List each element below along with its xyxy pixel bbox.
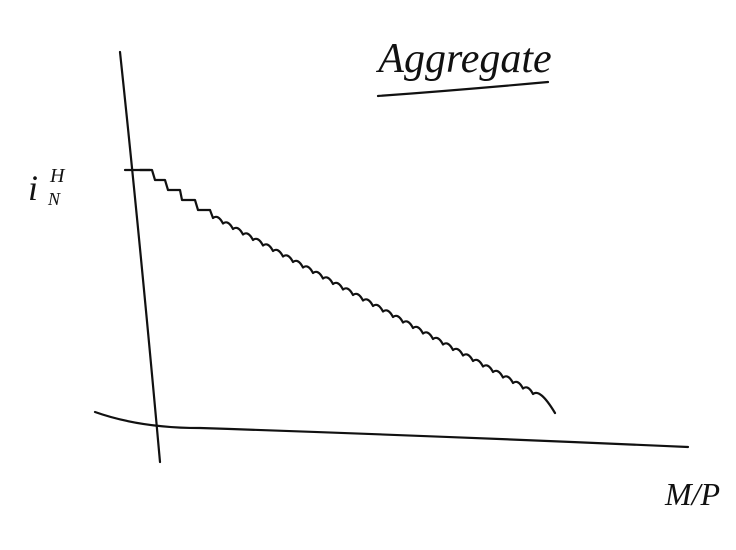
y-axis bbox=[120, 52, 160, 462]
title-underline bbox=[378, 82, 548, 96]
x-axis-label: M/P bbox=[664, 476, 720, 512]
x-axis bbox=[95, 412, 688, 447]
curve bbox=[140, 170, 555, 413]
page: Aggregate i H N M/P (() => { const data … bbox=[0, 0, 736, 550]
y-axis-subscript: N bbox=[47, 189, 61, 209]
y-axis-superscript: H bbox=[49, 165, 66, 187]
title: Aggregate bbox=[375, 36, 551, 82]
y-axis-label: i bbox=[28, 168, 38, 208]
diagram: Aggregate i H N M/P bbox=[0, 0, 736, 550]
